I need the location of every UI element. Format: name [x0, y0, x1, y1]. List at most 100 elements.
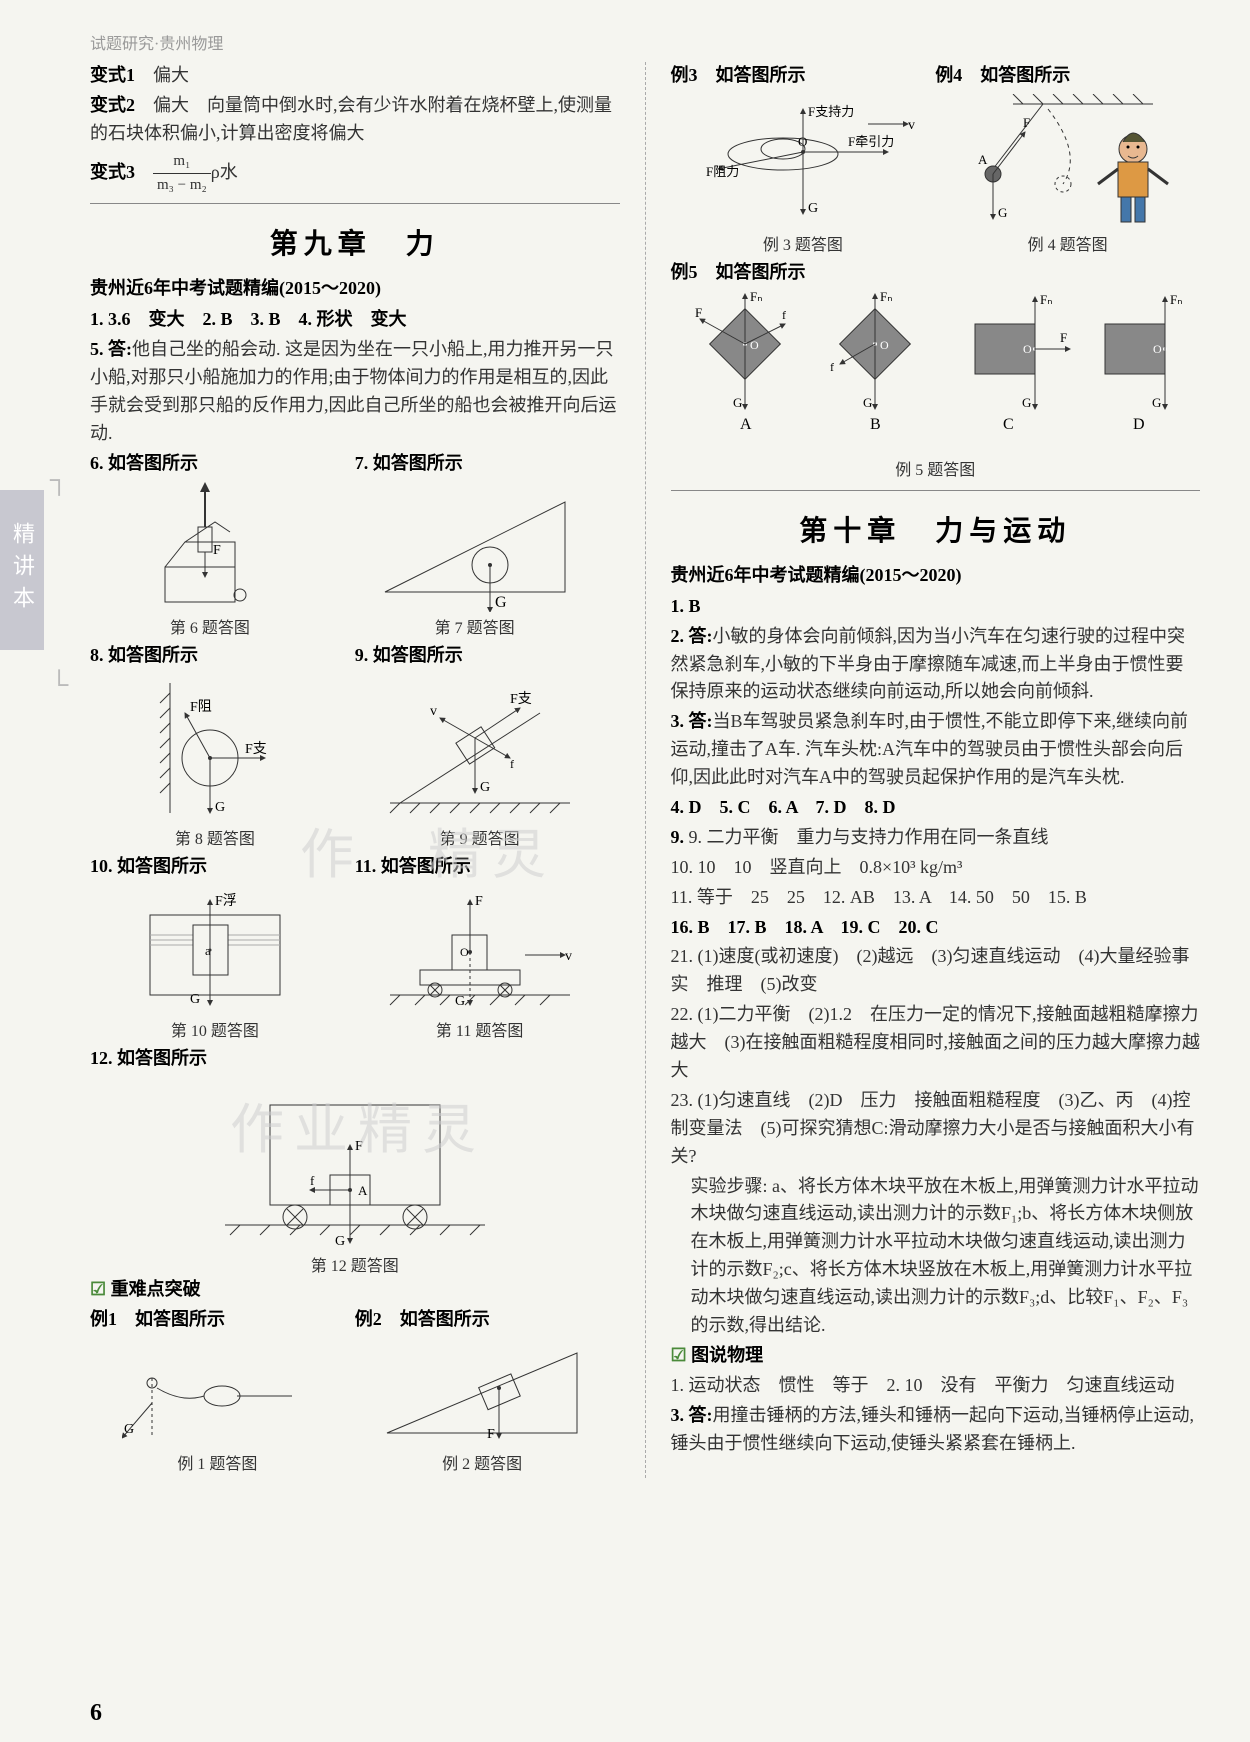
- q1-4: 1. 3.6 变大 2. B 3. B 4. 形状 变大: [90, 306, 620, 334]
- svg-text:A: A: [978, 152, 988, 167]
- v3-after: ρ水: [211, 159, 238, 187]
- figex2: F 例 2 题答图: [377, 1338, 587, 1474]
- fig7-caption: 第 7 题答图: [375, 614, 575, 638]
- v3-label: 变式3: [90, 159, 135, 187]
- r-q1: 1. B: [671, 593, 1201, 621]
- figex1: G 例 1 题答图: [122, 1348, 312, 1474]
- svg-text:Fₙ: Fₙ: [1170, 292, 1182, 307]
- v3-fraction: m₁ m₃ − m₂: [153, 150, 211, 198]
- fig11-caption: 第 11 题答图: [380, 1017, 580, 1041]
- svg-text:f: f: [510, 757, 514, 771]
- r-q10: 10. 10 10 竖直向上 0.8×10³ kg/m³: [671, 854, 1201, 882]
- svg-text:G: G: [1152, 395, 1161, 410]
- svg-text:O: O: [1153, 342, 1162, 356]
- svg-text:F阻: F阻: [190, 699, 212, 715]
- side-tab: 精讲本: [0, 490, 44, 650]
- fig7: G 第 7 题答图: [375, 482, 575, 638]
- checkbox-icon: ☑: [90, 1279, 106, 1299]
- svg-text:F: F: [1060, 330, 1067, 345]
- svg-text:F阻力: F阻力: [706, 164, 739, 179]
- svg-text:F支: F支: [510, 691, 532, 707]
- r-q21: 21. (1)速度(或初速度) (2)越远 (3)匀速直线运动 (4)大量经验事…: [671, 943, 1201, 999]
- svg-text:G: G: [190, 992, 200, 1007]
- fig10: a F浮 G 第 10 题答图: [130, 885, 300, 1041]
- ex5: 例5 如答图所示: [671, 262, 806, 282]
- fig9-caption: 第 9 题答图: [380, 825, 580, 849]
- svg-text:F: F: [695, 305, 702, 320]
- r-q2t: 小敏的身体会向前倾斜,因为当小汽车在匀速行驶的过程中突然紧急刹车,小敏的下半身由…: [671, 626, 1186, 702]
- svg-text:F浮: F浮: [215, 893, 237, 909]
- fig8-caption: 第 8 题答图: [130, 825, 300, 849]
- column-divider: [645, 62, 646, 1478]
- svg-text:f: f: [830, 360, 834, 374]
- r-q2l: 2. 答:: [671, 626, 713, 646]
- svg-text:F: F: [213, 543, 221, 558]
- r-q4-8: 4. D 5. C 6. A 7. D 8. D: [671, 794, 1201, 822]
- svg-text:G: G: [124, 1422, 134, 1437]
- hard-title: 重难点突破: [111, 1279, 201, 1299]
- svg-text:B: B: [870, 416, 881, 433]
- q8: 8. 如答图所示: [90, 642, 355, 670]
- svg-text:F支持力: F支持力: [808, 104, 854, 119]
- svg-text:G: G: [808, 201, 818, 216]
- q12: 12. 如答图所示: [90, 1048, 207, 1068]
- right-column: 例3 如答图所示 例4 如答图所示 O F支持力 F阻力 F牵引力 G: [671, 62, 1201, 1478]
- ex1: 例1 如答图所示: [90, 1306, 355, 1334]
- q7: 7. 如答图所示: [355, 450, 463, 478]
- svg-text:G: G: [733, 395, 742, 410]
- svg-text:G: G: [455, 994, 465, 1009]
- q6: 6. 如答图所示: [90, 450, 355, 478]
- r-q23: 23. (1)匀速直线 (2)D 压力 接触面粗糙程度 (3)乙、丙 (4)控制…: [671, 1087, 1201, 1171]
- ex4: 例4 如答图所示: [935, 62, 1070, 90]
- r-q9-text: 9. 二力平衡 重力与支持力作用在同一条直线: [689, 827, 1049, 847]
- v2-label: 变式2: [90, 95, 135, 115]
- svg-text:D: D: [1133, 416, 1145, 433]
- fig12-caption: 第 12 题答图: [90, 1252, 620, 1276]
- r-q11-15: 11. 等于 25 25 12. AB 13. A 14. 50 50 15. …: [671, 884, 1201, 912]
- svg-text:G: G: [863, 395, 872, 410]
- figex4: A F G 例 4: [953, 94, 1183, 255]
- svg-text:v: v: [565, 949, 572, 964]
- fig8: F阻 F支 G 第 8 题答图: [130, 673, 300, 849]
- svg-text:F支: F支: [245, 741, 267, 757]
- r-q16-20: 16. B 17. B 18. A 19. C 20. C: [671, 914, 1201, 942]
- r-q22: 22. (1)二力平衡 (2)1.2 在压力一定的情况下,接触面越粗糙摩擦力越大…: [671, 1001, 1201, 1085]
- svg-text:O: O: [880, 338, 889, 352]
- q10: 10. 如答图所示: [90, 853, 355, 881]
- svg-text:F: F: [355, 1139, 363, 1154]
- side-mark-top: ┐: [50, 465, 68, 495]
- left-column: 变式1 偏大 变式2 偏大 向量筒中倒水时,会有少许水附着在烧杯壁上,使测量的石…: [90, 62, 620, 1478]
- svg-text:f: f: [782, 308, 786, 322]
- side-mark-bottom: └: [50, 670, 68, 700]
- svg-text:Fₙ: Fₙ: [880, 289, 892, 304]
- ex3: 例3 如答图所示: [671, 62, 936, 90]
- svg-text:C: C: [1003, 416, 1014, 433]
- checkbox2-icon: ☑: [671, 1345, 687, 1365]
- fraction-den: m₃ − m₂: [153, 174, 211, 197]
- q11: 11. 如答图所示: [355, 853, 471, 881]
- figex4-caption: 例 4 题答图: [953, 231, 1183, 255]
- chapter10-title: 第十章 力与运动: [671, 509, 1201, 549]
- svg-text:F牵引力: F牵引力: [848, 134, 894, 149]
- subsection-right: 贵州近6年中考试题精编(2015～2020): [671, 561, 1201, 587]
- subsection-left: 贵州近6年中考试题精编(2015～2020): [90, 274, 620, 300]
- svg-text:F: F: [475, 894, 483, 909]
- figex2-caption: 例 2 题答图: [377, 1450, 587, 1474]
- r-q3t: 当B车驾驶员紧急刹车时,由于惯性,不能立即停下来,继续向前运动,撞击了A车. 汽…: [671, 711, 1189, 787]
- page-number: 6: [90, 1700, 102, 1727]
- fig6: F 第 6 题答图: [135, 482, 285, 638]
- q5-label: 5. 答:: [90, 339, 132, 359]
- svg-text:A: A: [740, 416, 752, 433]
- fraction-num: m₁: [153, 150, 211, 174]
- svg-text:A: A: [358, 1183, 368, 1198]
- tuphys-title: 图说物理: [691, 1345, 763, 1365]
- chapter9-title: 第九章 力: [90, 222, 620, 262]
- v2-text: 偏大 向量筒中倒水时,会有少许水附着在烧杯壁上,使测量的石块体积偏小,计算出密度…: [90, 95, 612, 143]
- figex1-caption: 例 1 题答图: [122, 1450, 312, 1474]
- figex5: O Fₙ F f G A O Fₙ f G B: [671, 289, 1201, 480]
- svg-text:G: G: [215, 800, 225, 815]
- r-q23b: 实验步骤: a、将长方体木块平放在木板上,用弹簧测力计水平拉动木块做匀速直线运动…: [671, 1173, 1201, 1340]
- svg-text:O: O: [750, 338, 759, 352]
- fig11: O F G v 第 11 题答图: [380, 885, 580, 1041]
- v1-label: 变式1: [90, 65, 135, 85]
